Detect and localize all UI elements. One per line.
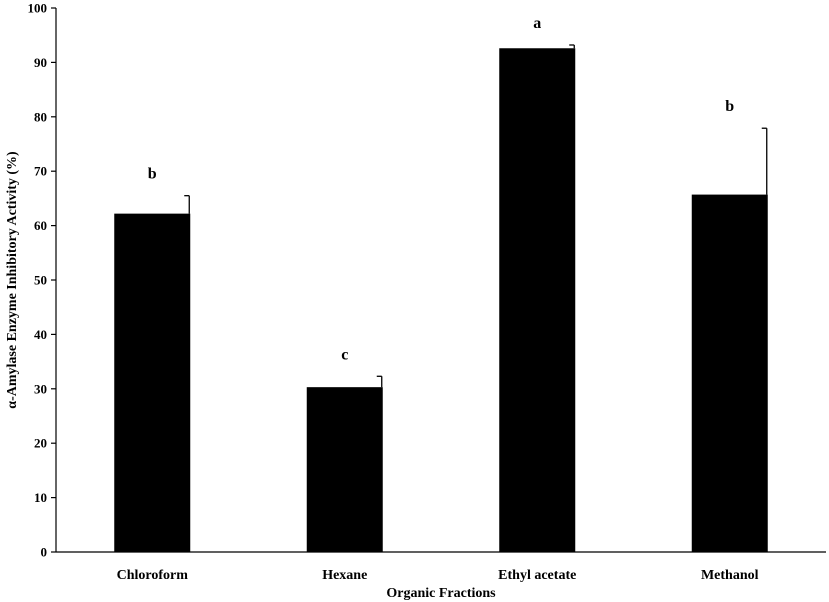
y-tick-label: 80 [34, 109, 47, 124]
category-label: Chloroform [117, 568, 189, 583]
significance-labels: b c a b [148, 15, 735, 363]
error-bars [184, 44, 768, 388]
significance-label: a [533, 15, 541, 32]
y-tick-label: 90 [34, 55, 47, 70]
y-tick-label: 50 [34, 273, 47, 288]
bar [499, 48, 576, 552]
y-tick-label: 70 [34, 164, 47, 179]
x-axis-title: Organic Fractions [386, 586, 496, 601]
y-tick-label: 10 [34, 490, 47, 505]
y-tick-label: 0 [41, 545, 48, 560]
category-label: Ethyl acetate [498, 568, 576, 583]
bar [306, 387, 383, 552]
y-axis-title: α-Amylase Enzyme Inhibitory Activity (%) [5, 151, 20, 409]
bar [691, 194, 768, 553]
y-tick-label: 30 [34, 381, 47, 396]
category-labels: Chloroform Hexane Ethyl acetate Methanol [117, 568, 759, 583]
bars [114, 48, 768, 553]
significance-label: b [725, 98, 734, 115]
y-tick-label: 40 [34, 327, 47, 342]
category-label: Hexane [322, 568, 367, 583]
significance-label: c [341, 346, 348, 363]
y-tick-label: 100 [28, 1, 48, 16]
y-axis-ticks: 0 10 20 30 40 50 60 70 80 90 100 [28, 1, 56, 560]
bar [114, 213, 191, 552]
category-label: Methanol [701, 568, 759, 583]
significance-label: b [148, 166, 157, 183]
y-tick-label: 60 [34, 218, 47, 233]
y-tick-label: 20 [34, 436, 47, 451]
